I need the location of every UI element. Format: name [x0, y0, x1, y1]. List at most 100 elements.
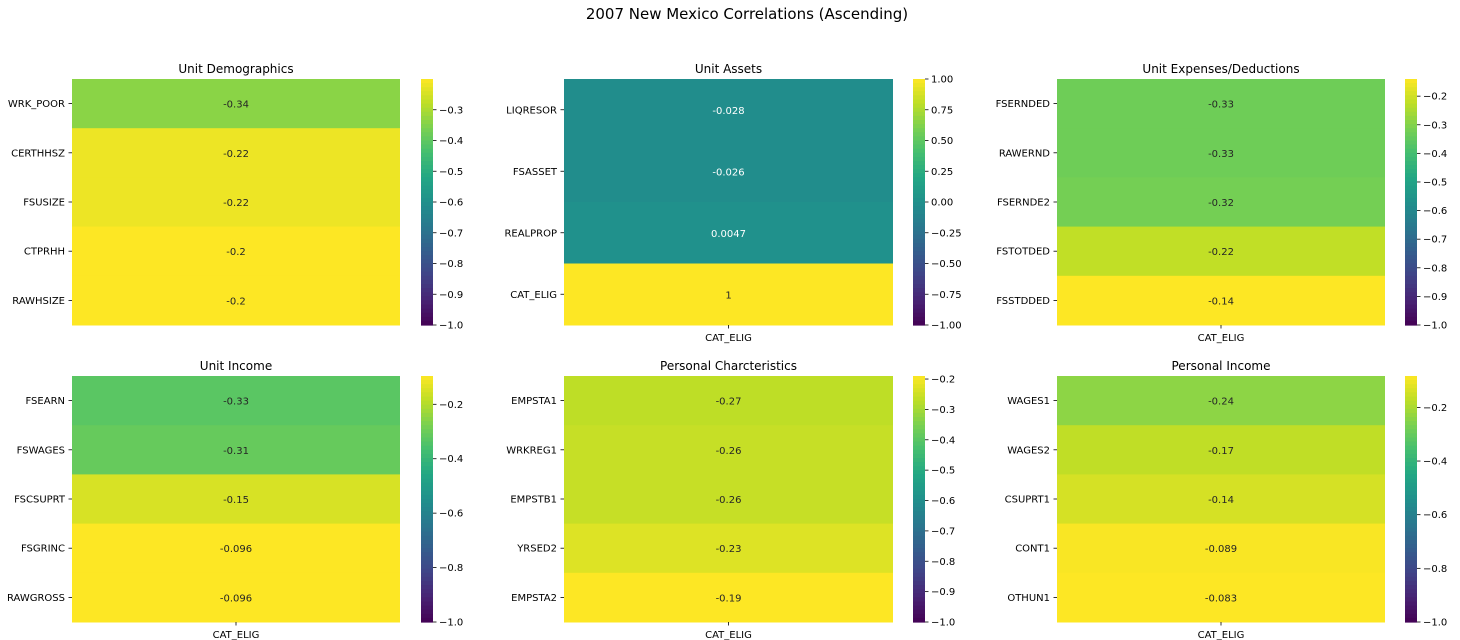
colorbar-segment [421, 193, 433, 199]
heatmap-cell [72, 79, 400, 129]
colorbar-segment [913, 511, 925, 516]
colorbar-segment [913, 202, 925, 207]
colorbar-segment [421, 251, 433, 256]
colorbar-segment [913, 148, 925, 154]
colorbar-segment [913, 185, 925, 191]
colorbar-segment [913, 564, 925, 570]
colorbar-segment [421, 238, 433, 244]
heatmap-cell [72, 177, 400, 228]
row-label: WRKREG1 [506, 445, 557, 456]
colorbar-segment [421, 507, 433, 512]
colorbar-segment [421, 292, 433, 297]
colorbar-segment [913, 132, 925, 137]
colorbar-tick-label: −1.0 [439, 321, 463, 332]
heatmap-cell [564, 425, 893, 475]
colorbar-segment [421, 316, 433, 322]
colorbar-segment [1405, 181, 1417, 187]
colorbar-segment [1405, 593, 1417, 598]
colorbar-segment [421, 91, 433, 96]
colorbar-segment [1405, 136, 1417, 142]
colorbar-segment [1405, 214, 1417, 219]
colorbar-segment [421, 581, 433, 586]
cell-value-label: -0.22 [223, 149, 249, 160]
colorbar-segment [421, 597, 433, 603]
colorbar-segment [913, 316, 925, 322]
colorbar-segment [913, 494, 925, 500]
row-label: OTHUN1 [1007, 593, 1050, 604]
colorbar-segment [1405, 128, 1417, 133]
colorbar-segment [421, 380, 433, 385]
colorbar-segment [421, 486, 433, 492]
colorbar-segment [421, 564, 433, 570]
colorbar-segment [913, 617, 925, 623]
colorbar-tick-label: −0.5 [931, 466, 955, 477]
colorbar-segment [421, 396, 433, 402]
colorbar-segment [1405, 320, 1417, 326]
colorbar-segment [913, 519, 925, 525]
colorbar-segment [1405, 511, 1417, 516]
row-label: FSWAGES [17, 445, 65, 456]
colorbar-segment [421, 458, 433, 463]
colorbar-segment [421, 226, 433, 232]
panel-title: Unit Income [200, 359, 272, 373]
colorbar-segment [913, 429, 925, 434]
colorbar-tick-label: −0.50 [931, 259, 962, 270]
colorbar-tick-label: −0.2 [1423, 92, 1447, 103]
column-label: CAT_ELIG [1198, 333, 1245, 344]
panel-title: Unit Assets [695, 62, 762, 76]
colorbar-segment [1405, 519, 1417, 525]
colorbar-segment [1405, 421, 1417, 426]
heatmap-cell [72, 226, 400, 277]
row-label: CONT1 [1015, 544, 1050, 555]
colorbar-segment [421, 605, 433, 611]
colorbar-segment [913, 181, 925, 187]
cell-value-label: -0.083 [1205, 593, 1237, 604]
colorbar-segment [1405, 466, 1417, 471]
colorbar-segment [913, 284, 925, 289]
colorbar-segment [1405, 515, 1417, 521]
row-label: FSUSIZE [23, 198, 65, 209]
colorbar-segment [1405, 308, 1417, 314]
colorbar-segment [1405, 91, 1417, 96]
colorbar-segment [913, 120, 925, 125]
colorbar-segment [421, 376, 433, 381]
colorbar-segment [913, 384, 925, 389]
colorbar-tick-label: −0.8 [1423, 564, 1447, 575]
colorbar-segment [1405, 429, 1417, 434]
colorbar-segment [421, 128, 433, 133]
colorbar-segment [421, 197, 433, 203]
colorbar-segment [913, 103, 925, 109]
colorbar-segment [913, 540, 925, 545]
colorbar-segment [1405, 115, 1417, 121]
row-label: RAWGROSS [7, 593, 65, 604]
column-label: CAT_ELIG [1198, 630, 1245, 640]
colorbar-segment [421, 466, 433, 471]
colorbar-segment [1405, 576, 1417, 582]
colorbar-segment [1405, 279, 1417, 285]
colorbar-segment [913, 441, 925, 447]
colorbar-segment [1405, 189, 1417, 195]
colorbar-tick-label: −0.6 [439, 198, 463, 209]
cell-value-label: -0.32 [1208, 198, 1234, 209]
row-label: EMPSTA1 [511, 396, 557, 407]
heatmap-cell [1057, 474, 1385, 525]
colorbar-segment [913, 288, 925, 293]
colorbar-tick-label: −1.0 [1423, 618, 1447, 629]
colorbar-tick-label: −0.3 [439, 105, 463, 116]
heatmap-panel-2: Unit Assets -0.028 LIQRESOR -0.026 FSASSET 0.… [504, 62, 961, 344]
colorbar-segment [913, 177, 925, 183]
colorbar-segment [1405, 259, 1417, 265]
colorbar-segment [421, 449, 433, 455]
colorbar-segment [1405, 83, 1417, 88]
colorbar-segment [1405, 132, 1417, 137]
colorbar-segment [421, 585, 433, 590]
colorbar-segment [421, 540, 433, 545]
heatmap-cell [564, 79, 893, 141]
cell-value-label: -0.17 [1208, 446, 1234, 457]
colorbar-segment [421, 234, 433, 240]
colorbar-tick-label: −0.6 [1423, 510, 1447, 521]
colorbar-segment [1405, 103, 1417, 109]
colorbar-segment [421, 284, 433, 289]
colorbar-segment [1405, 140, 1417, 146]
